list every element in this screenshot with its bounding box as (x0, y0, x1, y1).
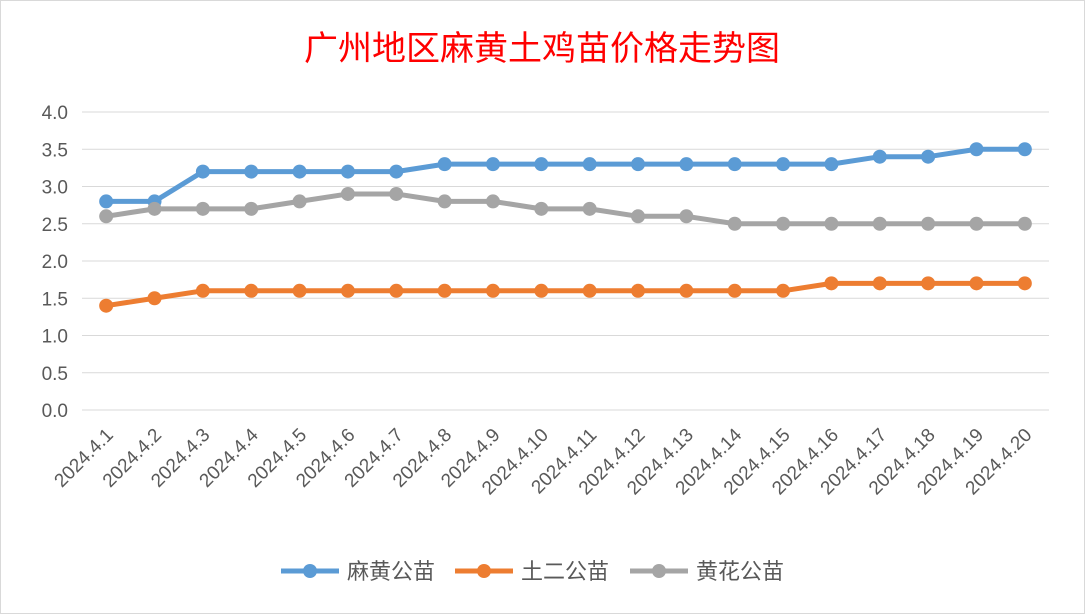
y-tick-label: 0.0 (42, 401, 68, 422)
data-point (485, 157, 500, 172)
legend-marker (652, 564, 666, 578)
legend-marker (477, 564, 491, 578)
data-point (679, 157, 694, 172)
series-1 (99, 276, 1032, 313)
data-point (824, 157, 839, 172)
data-point (872, 149, 887, 164)
data-point (679, 209, 694, 224)
data-point (776, 157, 791, 172)
data-point (969, 276, 984, 291)
data-point (824, 216, 839, 231)
data-point (485, 283, 500, 298)
data-point (195, 164, 210, 179)
data-point (727, 157, 742, 172)
data-point (1017, 276, 1032, 291)
data-point (872, 216, 887, 231)
chart-title: 广州地区麻黄土鸡苗价格走势图 (304, 29, 780, 69)
y-tick-label: 0.5 (42, 364, 68, 385)
data-point (1017, 142, 1032, 157)
data-point (340, 164, 355, 179)
data-point (99, 194, 114, 209)
legend-label: 土二公苗 (521, 560, 609, 585)
data-point (147, 201, 162, 216)
y-axis-ticks: 0.0 0.5 1.0 1.5 2.0 2.5 3.0 3.5 4.0 (42, 103, 68, 422)
data-point (582, 283, 597, 298)
data-point (292, 194, 307, 209)
data-point (195, 283, 210, 298)
data-point (437, 283, 452, 298)
legend-marker (303, 564, 317, 578)
data-point (534, 157, 549, 172)
legend-item: 黄花公苗 (630, 560, 784, 585)
series-layer (99, 142, 1032, 313)
legend-item: 麻黄公苗 (281, 560, 435, 585)
data-point (389, 283, 404, 298)
data-point (292, 164, 307, 179)
y-tick-label: 1.0 (42, 327, 68, 348)
data-point (437, 157, 452, 172)
legend-item: 土二公苗 (455, 560, 609, 585)
y-tick-label: 2.5 (42, 215, 68, 236)
series-2 (99, 186, 1032, 231)
series-0 (99, 142, 1032, 209)
y-tick-label: 3.5 (42, 140, 68, 161)
y-tick-label: 2.0 (42, 252, 68, 273)
legend: 麻黄公苗 土二公苗 黄花公苗 (281, 560, 784, 585)
data-point (244, 283, 259, 298)
data-point (969, 142, 984, 157)
data-point (389, 186, 404, 201)
series-line (105, 191, 1025, 227)
data-point (872, 276, 887, 291)
y-tick-label: 3.0 (42, 178, 68, 199)
data-point (582, 201, 597, 216)
data-point (244, 201, 259, 216)
data-point (99, 209, 114, 224)
data-point (292, 283, 307, 298)
data-point (147, 291, 162, 306)
data-point (485, 194, 500, 209)
data-point (534, 283, 549, 298)
data-point (1017, 216, 1032, 231)
data-point (534, 201, 549, 216)
data-point (99, 298, 114, 313)
data-point (437, 194, 452, 209)
data-point (776, 283, 791, 298)
data-point (921, 216, 936, 231)
data-point (582, 157, 597, 172)
data-point (631, 209, 646, 224)
data-point (340, 283, 355, 298)
data-point (389, 164, 404, 179)
y-tick-label: 4.0 (42, 103, 68, 124)
data-point (921, 149, 936, 164)
data-point (631, 283, 646, 298)
series-line (106, 146, 1025, 204)
data-point (776, 216, 791, 231)
data-point (727, 283, 742, 298)
data-point (679, 283, 694, 298)
grid-layer (82, 111, 1049, 411)
data-point (340, 186, 355, 201)
data-point (631, 157, 646, 172)
data-point (921, 276, 936, 291)
data-point (727, 216, 742, 231)
data-point (824, 276, 839, 291)
y-tick-label: 1.5 (42, 289, 68, 310)
legend-label: 黄花公苗 (696, 560, 784, 585)
legend-label: 麻黄公苗 (347, 560, 435, 585)
series-line (105, 280, 1025, 309)
data-point (969, 216, 984, 231)
data-point (195, 201, 210, 216)
data-point (244, 164, 259, 179)
